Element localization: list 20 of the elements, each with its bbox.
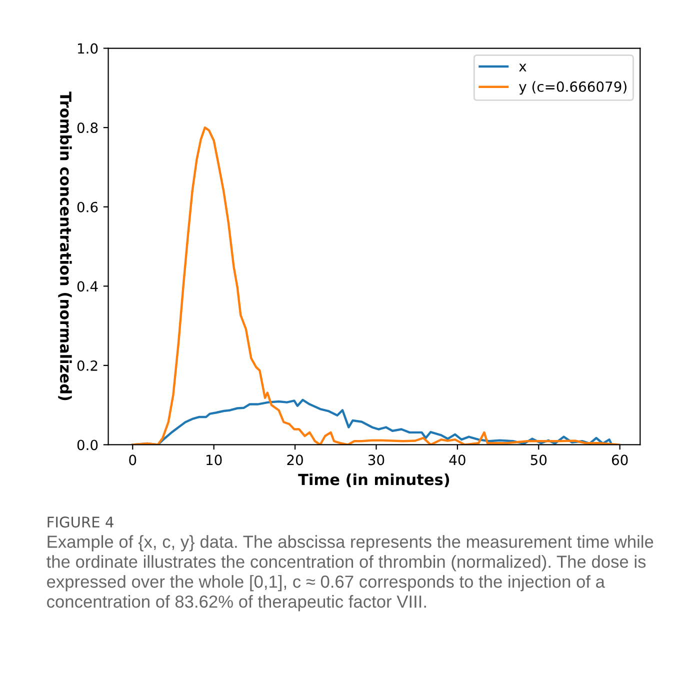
legend-label: y (c=0.666079)	[519, 81, 626, 95]
x-axis-title: Time (in minutes)	[298, 473, 450, 488]
y-tick-label: 0.6	[77, 202, 98, 212]
x-tick-label: 40	[449, 454, 466, 466]
text: Example of {x, c, y} data. The abscissa represents the measurement time while the ordinate illustrates the concentration of thrombin (normalized). The dose is expressed over the whole [0,1], c ≈ 0.67 corresponds to the injection of a concentration of 83.62% of therapeutic factor VIII.	[46, 535, 654, 612]
line-series	[132, 126, 620, 445]
y-tick-label: 0.4	[77, 281, 98, 292]
x-tick-label: 60	[612, 454, 628, 466]
x-tick-label: 10	[206, 454, 222, 466]
y-axis-title: Trombin concentration (normalized)	[58, 92, 72, 400]
x-tick-label: 50	[530, 454, 547, 466]
x-tick-label: 20	[287, 454, 303, 466]
y-tick-label: 0.8	[77, 122, 98, 134]
y-tick-label: 0.2	[77, 360, 98, 371]
x-tick-label: 30	[368, 454, 384, 466]
caption: FIGURE 4	[48, 516, 114, 528]
legend-label: x	[519, 64, 526, 72]
y-tick-label: 1.0	[78, 43, 98, 54]
y-tick-label: 0.0	[77, 440, 98, 450]
x-tick-label: 0	[129, 454, 136, 466]
